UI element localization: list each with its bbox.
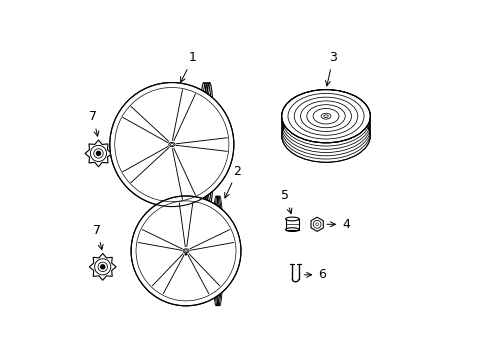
Text: 3: 3 [325,51,336,86]
Text: 7: 7 [89,111,99,136]
Ellipse shape [285,217,299,221]
Circle shape [101,265,104,269]
Ellipse shape [184,250,187,252]
Ellipse shape [168,143,175,147]
Circle shape [185,253,186,255]
Text: 7: 7 [93,224,103,249]
Circle shape [96,152,100,156]
Polygon shape [310,217,323,231]
Text: 4: 4 [326,218,349,231]
Polygon shape [89,253,116,280]
Ellipse shape [170,144,173,146]
Text: 6: 6 [304,268,325,281]
Circle shape [110,82,233,207]
Ellipse shape [281,109,369,162]
Bar [285,219,299,230]
Circle shape [131,196,241,306]
Text: 2: 2 [224,165,241,198]
Text: 5: 5 [281,189,291,213]
Ellipse shape [183,249,189,253]
Text: 1: 1 [180,51,197,82]
Ellipse shape [281,90,369,143]
Polygon shape [85,140,112,167]
